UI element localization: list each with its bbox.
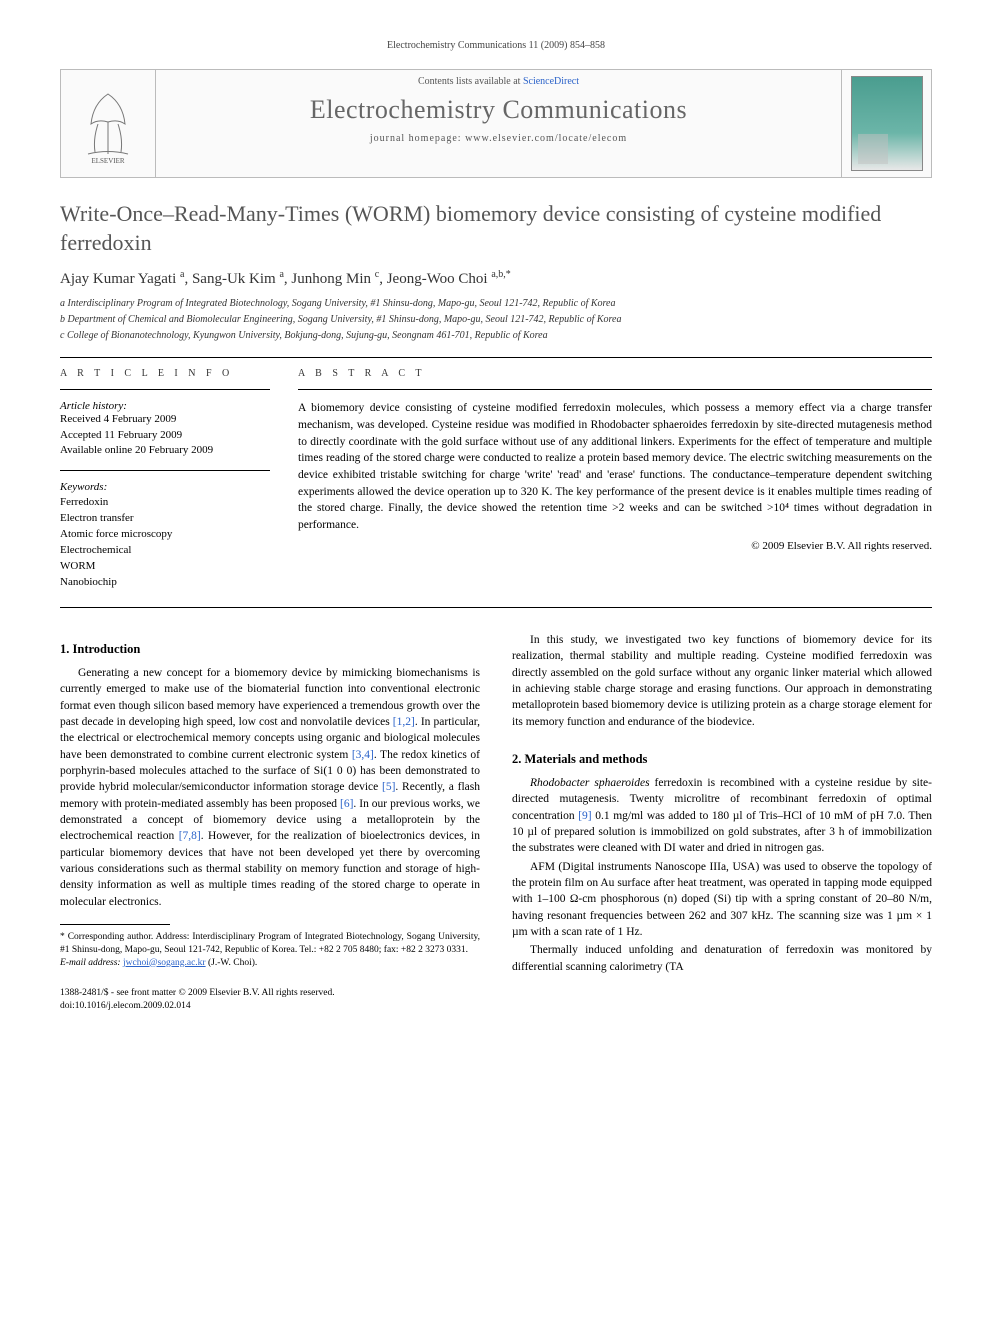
section-2-heading: 2. Materials and methods [512,752,932,767]
history-lines: Received 4 February 2009Accepted 11 Febr… [60,412,270,458]
keyword-item: WORM [60,559,270,575]
abstract-rule [298,389,932,390]
abstract-column: A B S T R A C T A biomemory device consi… [298,368,932,591]
info-rule [60,389,270,390]
publisher-logo-cell: ELSEVIER [61,70,156,177]
keyword-item: Electrochemical [60,543,270,559]
keyword-item: Atomic force microscopy [60,527,270,543]
section-1-heading: 1. Introduction [60,642,480,657]
article-info-column: A R T I C L E I N F O Article history: R… [60,368,270,591]
journal-cover-icon [851,76,923,171]
availability-line: Contents lists available at ScienceDirec… [166,76,831,87]
citation-link[interactable]: [6] [340,798,353,810]
paragraph: AFM (Digital instruments Nanoscope IIIa,… [512,859,932,941]
title-block: Write-Once–Read-Many-Times (WORM) biomem… [60,200,932,343]
masthead: ELSEVIER Contents lists available at Sci… [60,69,932,178]
history-item: Accepted 11 February 2009 [60,428,270,443]
footnote-text: * Corresponding author. Address: Interdi… [60,932,480,955]
history-label: Article history: [60,400,270,412]
author-list: Ajay Kumar Yagati a, Sang-Uk Kim a, Junh… [60,269,932,288]
paragraph: Generating a new concept for a biomemory… [60,665,480,910]
history-item: Received 4 February 2009 [60,412,270,427]
mid-rule [60,607,932,608]
svg-text:ELSEVIER: ELSEVIER [91,157,124,164]
email-suffix: (J.-W. Choi). [208,958,257,968]
email-footnote: E-mail address: jwchoi@sogang.ac.kr (J.-… [60,957,480,970]
keyword-item: Nanobiochip [60,575,270,591]
left-column: 1. Introduction Generating a new concept… [60,632,480,1012]
running-header: Electrochemistry Communications 11 (2009… [60,40,932,51]
affiliation-item: a Interdisciplinary Program of Integrate… [60,296,932,311]
info-abstract-row: A R T I C L E I N F O Article history: R… [60,368,932,591]
masthead-center: Contents lists available at ScienceDirec… [156,70,841,177]
paragraph: In this study, we investigated two key f… [512,632,932,730]
citation-link[interactable]: [7,8] [179,830,201,842]
cover-thumb-cell [841,70,931,177]
page-root: Electrochemistry Communications 11 (2009… [0,0,992,1052]
availability-prefix: Contents lists available at [418,76,523,87]
citation-link[interactable]: [3,4] [352,749,374,761]
abstract-heading: A B S T R A C T [298,368,932,379]
doi-line: doi:10.1016/j.elecom.2009.02.014 [60,1000,480,1012]
citation-link[interactable]: [9] [578,810,591,822]
history-item: Available online 20 February 2009 [60,443,270,458]
abstract-copyright: © 2009 Elsevier B.V. All rights reserved… [298,540,932,552]
citation-link[interactable]: [1,2] [393,716,415,728]
footer-meta: 1388-2481/$ - see front matter © 2009 El… [60,987,480,1012]
citation-link[interactable]: [5] [382,781,395,793]
abstract-text: A biomemory device consisting of cystein… [298,400,932,533]
top-rule [60,357,932,358]
affiliation-item: c College of Bionanotechnology, Kyungwon… [60,328,932,343]
journal-name: Electrochemistry Communications [166,95,831,125]
keywords-label: Keywords: [60,481,270,493]
email-link[interactable]: jwchoi@sogang.ac.kr [123,958,206,968]
affiliation-item: b Department of Chemical and Biomolecula… [60,312,932,327]
keyword-item: Electron transfer [60,511,270,527]
footnote-separator [60,924,170,925]
info-rule-2 [60,470,270,471]
journal-homepage: journal homepage: www.elsevier.com/locat… [166,133,831,144]
right-column: In this study, we investigated two key f… [512,632,932,1012]
article-info-heading: A R T I C L E I N F O [60,368,270,379]
sciencedirect-link[interactable]: ScienceDirect [523,76,579,87]
keywords-list: FerredoxinElectron transferAtomic force … [60,495,270,591]
paragraph: Rhodobacter sphaeroides ferredoxin is re… [512,775,932,857]
elsevier-tree-icon: ELSEVIER [73,84,143,164]
corresponding-footnote: * Corresponding author. Address: Interdi… [60,931,480,957]
email-label: E-mail address: [60,958,121,968]
paper-title: Write-Once–Read-Many-Times (WORM) biomem… [60,200,932,257]
paragraph: Thermally induced unfolding and denatura… [512,942,932,975]
keyword-item: Ferredoxin [60,495,270,511]
issn-line: 1388-2481/$ - see front matter © 2009 El… [60,987,480,999]
affiliation-list: a Interdisciplinary Program of Integrate… [60,296,932,343]
body-columns: 1. Introduction Generating a new concept… [60,632,932,1012]
